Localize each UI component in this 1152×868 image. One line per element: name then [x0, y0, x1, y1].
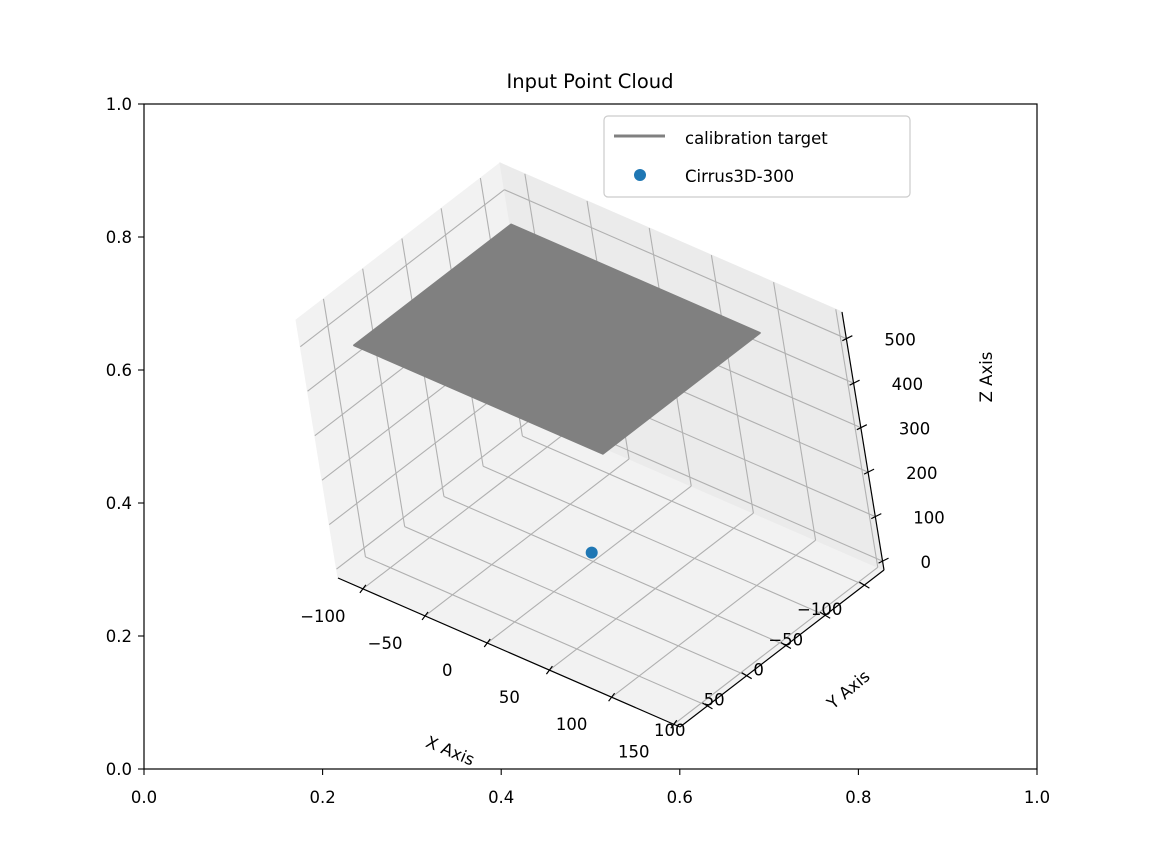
grid-line-x-floor	[362, 431, 568, 590]
grid-line-x-floor	[549, 512, 754, 671]
outer-x-tick-label: 0.6	[667, 788, 693, 807]
outer-y-tick-label: 1.0	[106, 95, 132, 114]
z-axis-tick	[856, 424, 868, 431]
grid-line-y-floor	[443, 495, 787, 646]
z-axis-tick-label: 0	[921, 553, 932, 572]
x-axis-tick-label: 50	[499, 688, 520, 707]
y-axis-tick-label: 50	[704, 691, 725, 710]
x-axis-tick	[359, 584, 367, 594]
z-axis-tick	[863, 468, 875, 475]
z-axis-tick	[878, 557, 889, 564]
y-axis-tick	[741, 672, 753, 680]
z-axis-label: Z Axis	[977, 352, 996, 403]
z-axis-tick-label: 100	[913, 509, 945, 528]
x-axis-tick	[421, 611, 429, 621]
z-axis-tick-label: 500	[884, 331, 916, 350]
outer-y-tick-label: 0.2	[106, 627, 132, 646]
outer-x-tick-label: 0.8	[845, 788, 871, 807]
grid-line-x-back	[710, 255, 754, 514]
legend-box	[603, 115, 911, 198]
outer-x-ticks: 0.0 0.2 0.4 0.6 0.8 1.0	[131, 769, 1050, 807]
chart-title: Input Point Cloud	[506, 70, 673, 93]
grid-line-z-wall	[336, 411, 541, 570]
z-axis-tick-label: 400	[892, 375, 924, 394]
y-axis-tick-label: 100	[654, 721, 686, 740]
calibration-target-surface	[353, 223, 761, 455]
z-axis-tick	[871, 513, 882, 520]
3d-data-marks	[353, 223, 761, 559]
outer-y-ticks: 0.0 0.2 0.4 0.6 0.8 1.0	[106, 95, 144, 779]
x-axis-tick-label: 100	[556, 715, 588, 734]
x-axis-tick-label: 150	[618, 742, 650, 761]
grid-line-x-back	[835, 309, 879, 568]
outer-x-tick-label: 0.4	[488, 788, 514, 807]
grid-line-x-floor	[486, 485, 692, 644]
legend-dot-marker	[634, 169, 646, 181]
y-axis-tick	[780, 641, 792, 649]
legend: calibration target Cirrus3D-300	[603, 115, 911, 198]
grid-line-x-floor	[611, 539, 816, 698]
outer-y-tick-label: 0.8	[106, 228, 132, 247]
outer-y-tick-label: 0.6	[106, 361, 132, 380]
y-axis-line	[679, 569, 885, 728]
outer-x-tick-label: 1.0	[1024, 788, 1050, 807]
outer-x-tick-label: 0.2	[309, 788, 335, 807]
grid-line-x-floor	[673, 566, 879, 725]
grid-line-z-back	[504, 189, 847, 340]
legend-label-calibration-target: calibration target	[685, 129, 828, 148]
y-axis-tick-label: −100	[797, 600, 842, 619]
x-axis-tick-label: −50	[368, 634, 403, 653]
grid-line-y-floor	[365, 556, 708, 707]
y-axis-tick-label: −50	[768, 630, 803, 649]
y-axis-tick	[702, 702, 713, 710]
grid-line-y-floor	[404, 526, 747, 677]
outer-axes-frame	[143, 103, 1038, 770]
legend-label-cirrus3d-300: Cirrus3D-300	[685, 167, 794, 186]
z-axis-line	[841, 311, 885, 571]
outer-y-tick-label: 0.4	[106, 494, 132, 513]
grid-line-x-floor	[424, 458, 630, 617]
x-axis-line	[337, 577, 681, 728]
x-axis-tick-label: 0	[442, 661, 453, 680]
x-axis-tick	[670, 719, 678, 729]
outer-y-tick-label: 0.0	[106, 760, 132, 779]
x-axis-tick	[483, 638, 491, 648]
x-axis-tick	[608, 692, 616, 702]
z-axis-tick	[842, 335, 853, 342]
cirrus3d-300-point	[585, 546, 598, 559]
grid-line-z-wall	[300, 189, 505, 348]
outer-x-tick-label: 0.0	[131, 788, 157, 807]
grid-line-y-floor	[522, 435, 865, 586]
z-axis-tick-label: 300	[899, 420, 931, 439]
y-axis-tick	[819, 611, 831, 619]
grid-line-x-back	[773, 282, 817, 541]
grid-line-y-floor	[482, 465, 826, 616]
x-axis-tick-label: −100	[300, 607, 345, 626]
z-axis-tick-label: 200	[906, 464, 938, 483]
y-axis-tick-label: 0	[753, 660, 764, 679]
z-axis-tick	[849, 379, 860, 386]
3d-grid	[300, 173, 883, 725]
y-axis-tick	[859, 581, 870, 589]
grid-line-y-wall	[362, 268, 406, 527]
grid-line-y-wall	[322, 298, 367, 557]
x-axis-tick	[545, 665, 553, 675]
